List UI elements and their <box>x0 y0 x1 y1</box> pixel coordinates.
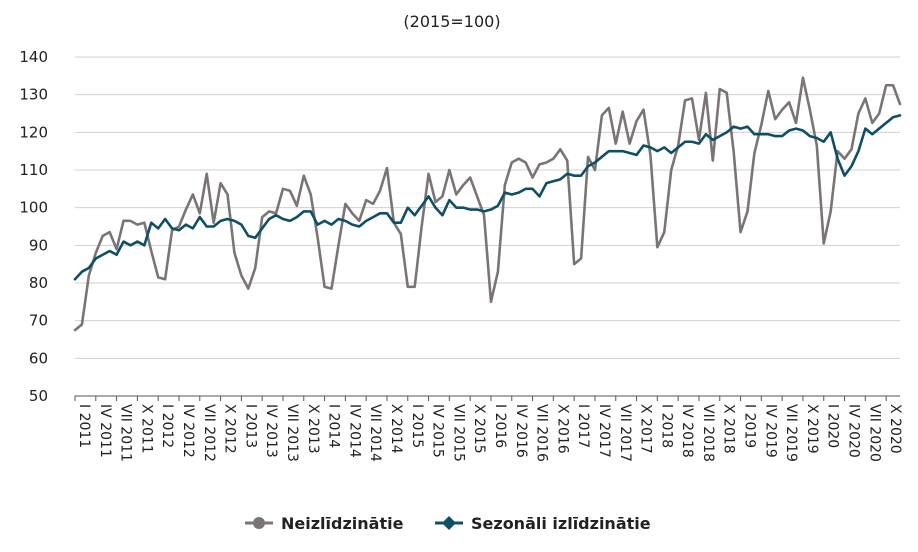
x-tick-label: IV 2018 <box>679 404 695 458</box>
x-tick-label: X 2017 <box>638 404 654 454</box>
y-tick-label: 140 <box>19 48 48 66</box>
x-tick-label: X 2013 <box>305 404 321 454</box>
legend-label-unadjusted: Neizlīdzinātie <box>281 514 404 533</box>
x-tick-label: VII 2017 <box>617 404 633 462</box>
y-tick-label: 50 <box>29 387 48 405</box>
x-tick-label: VII 2020 <box>866 404 882 462</box>
x-tick-label: I 2016 <box>492 404 508 448</box>
x-tick-label: X 2020 <box>887 404 903 454</box>
x-tick-label: IV 2012 <box>180 404 196 458</box>
x-tick-label: IV 2014 <box>346 404 362 458</box>
x-tick-label: VII 2011 <box>118 404 134 462</box>
legend-item-seasonally-adjusted: Sezonāli izlīdzinātie <box>435 514 651 533</box>
y-tick-label: 70 <box>29 312 48 330</box>
x-tick-label: X 2018 <box>721 404 737 454</box>
x-tick-label: I 2014 <box>326 404 342 448</box>
y-tick-label: 60 <box>29 349 48 367</box>
x-tick-label: X 2014 <box>388 404 404 454</box>
x-tick-label: IV 2016 <box>513 404 529 458</box>
legend-item-unadjusted: Neizlīdzinātie <box>245 514 404 533</box>
y-axis: 50 60 70 80 90 100 110 120 130 140 <box>19 48 48 405</box>
x-tick-label: I 2012 <box>159 404 175 448</box>
x-tick-label: IV 2017 <box>596 404 612 458</box>
legend-marker-seasonally-adjusted <box>442 516 456 530</box>
x-tick-label: IV 2019 <box>762 404 778 458</box>
legend: Neizlīdzinātie Sezonāli izlīdzinātie <box>245 514 651 533</box>
x-tick-label: X 2015 <box>471 404 487 454</box>
x-tick-label: VII 2014 <box>367 404 383 462</box>
y-tick-label: 90 <box>29 236 48 254</box>
x-tick-label: IV 2013 <box>263 404 279 458</box>
x-tick-label: VII 2012 <box>201 404 217 462</box>
x-tick-label: I 2020 <box>825 404 841 448</box>
x-tick-label: IV 2020 <box>846 404 862 458</box>
y-tick-label: 80 <box>29 274 48 292</box>
x-tick-label: VII 2016 <box>534 404 550 462</box>
x-tick-label: I 2015 <box>409 404 425 448</box>
x-tick-label: VII 2019 <box>783 404 799 462</box>
x-tick-label: X 2016 <box>554 404 570 454</box>
series-group <box>73 76 902 332</box>
x-tick-label: VII 2018 <box>700 404 716 462</box>
x-tick-label: VII 2013 <box>284 404 300 462</box>
chart-subtitle: (2015=100) <box>403 12 500 31</box>
legend-marker-unadjusted <box>253 517 265 529</box>
x-tick-label: X 2011 <box>138 404 154 454</box>
legend-label-seasonally-adjusted: Sezonāli izlīdzinātie <box>471 514 651 533</box>
y-tick-label: 100 <box>19 199 48 217</box>
x-tick-label: I 2018 <box>658 404 674 448</box>
x-tick-label: X 2012 <box>222 404 238 454</box>
y-tick-label: 120 <box>19 123 48 141</box>
x-tick-label: I 2013 <box>242 404 258 448</box>
x-tick-label: VII 2015 <box>450 404 466 462</box>
x-tick-label: IV 2011 <box>97 404 113 458</box>
x-tick-label: IV 2015 <box>430 404 446 458</box>
y-tick-label: 130 <box>19 86 48 104</box>
x-axis: I 2011 IV 2011 VII 2011 X 2011 I 2012 IV 2012… <box>74 395 903 462</box>
x-tick-label: I 2019 <box>742 404 758 448</box>
series-unadjusted-line <box>73 76 902 332</box>
x-tick-label: X 2019 <box>804 404 820 454</box>
series-seasonally-adjusted-line <box>73 114 902 281</box>
gridlines <box>75 56 900 397</box>
x-tick-label: I 2011 <box>76 404 92 448</box>
y-tick-label: 110 <box>19 161 48 179</box>
x-tick-label: I 2017 <box>575 404 591 448</box>
